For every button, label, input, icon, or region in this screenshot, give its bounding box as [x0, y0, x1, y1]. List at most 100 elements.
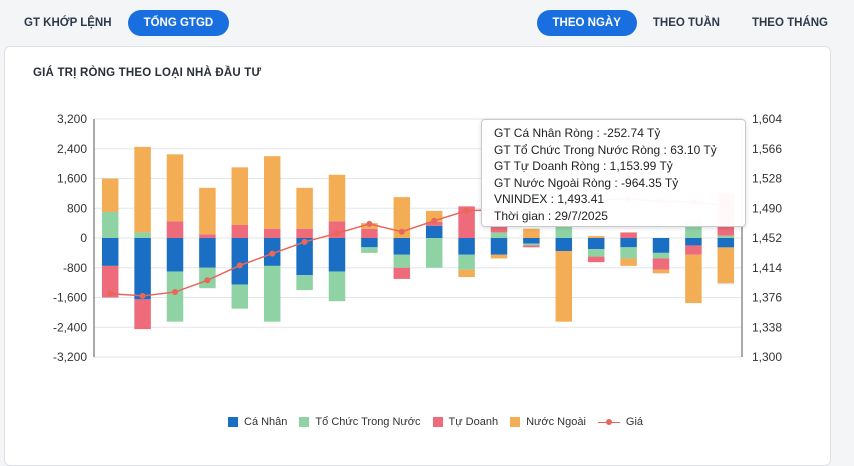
bar-to_chuc: [458, 254, 475, 270]
y-tick-label: 3,200: [57, 112, 87, 126]
bar-to_chuc: [652, 252, 670, 259]
bar-ca_nhan: [652, 238, 670, 253]
card-title: GIÁ TRỊ RÒNG THEO LOẠI NHÀ ĐẦU TƯ: [33, 67, 262, 79]
bar-to_chuc: [134, 232, 151, 238]
y2-tick-label: 1,300: [752, 350, 782, 364]
bar-tu_doanh: [231, 224, 249, 238]
bar-tu_doanh: [587, 256, 605, 263]
bar-ca_nhan: [523, 238, 540, 244]
y2-tick-label: 1,604: [752, 112, 782, 126]
bar-to_chuc: [523, 243, 540, 246]
bar-to_chuc: [587, 249, 605, 257]
legend-swatch-to-chuc: [299, 417, 310, 427]
legend-item-tu-doanh[interactable]: Tự Doanh: [432, 416, 499, 428]
bar-to_chuc: [166, 271, 184, 322]
bar-ca_nhan: [620, 238, 637, 248]
bar-to_chuc: [328, 271, 346, 302]
price-point: [172, 289, 178, 296]
legend-swatch-nuoc-ngoai: [510, 417, 521, 427]
tab-right-1[interactable]: THEO TUẦN: [652, 17, 720, 29]
bar-nuoc_ngoai: [134, 146, 151, 233]
price-point: [107, 290, 114, 297]
price-point: [139, 292, 146, 299]
bar-ca_nhan: [555, 238, 573, 252]
bar-to_chuc: [296, 275, 313, 291]
bar-ca_nhan: [393, 238, 411, 255]
bar-tu_doanh: [393, 267, 411, 279]
bar-ca_nhan: [328, 238, 346, 272]
bar-ca_nhan: [101, 238, 119, 266]
bar-tu_doanh: [685, 245, 702, 255]
bar-to_chuc: [717, 235, 735, 238]
tab-left-0[interactable]: GT KHỚP LỆNH: [24, 17, 112, 29]
y2-tick-label: 1,452: [752, 231, 782, 245]
y-tick-label: 800: [67, 201, 87, 215]
bar-nuoc_ngoai: [652, 269, 670, 274]
legend-item-gia[interactable]: Giá: [597, 416, 643, 428]
bar-to_chuc: [361, 247, 378, 253]
tab-right-0[interactable]: THEO NGÀY: [536, 10, 637, 36]
price-point: [366, 220, 373, 227]
y-tick-label: -1,600: [53, 291, 87, 305]
bar-nuoc_ngoai: [587, 236, 605, 238]
bar-tu_doanh: [296, 228, 313, 238]
y-tick-label: 2,400: [57, 142, 87, 156]
bar-nuoc_ngoai: [199, 187, 216, 235]
bar-ca_nhan: [134, 238, 151, 300]
bar-nuoc_ngoai: [296, 187, 313, 229]
bar-nuoc_ngoai: [231, 167, 249, 225]
bar-nuoc_ngoai: [101, 178, 119, 212]
y2-tick-label: 1,376: [752, 291, 782, 305]
price-point: [236, 262, 243, 269]
legend: Cá Nhân Tổ Chức Trong Nước Tự Doanh Nước…: [228, 415, 655, 429]
legend-label-tu-doanh: Tự Doanh: [448, 416, 499, 428]
y-tick-label: -3,200: [53, 350, 87, 364]
tooltip-line-time: Thời gian : 29/7/2025: [494, 208, 608, 223]
bar-nuoc_ngoai: [328, 174, 346, 222]
bar-tu_doanh: [361, 228, 378, 238]
bar-ca_nhan: [490, 238, 508, 255]
legend-swatch-ca-nhan: [228, 417, 238, 427]
bar-nuoc_ngoai: [523, 228, 540, 238]
bar-ca_nhan: [361, 238, 378, 248]
bar-ca_nhan: [717, 238, 735, 248]
bar-to_chuc: [263, 265, 281, 322]
y-tick-label: -2,400: [53, 320, 87, 334]
bar-tu_doanh: [620, 232, 637, 238]
bar-to_chuc: [490, 232, 508, 238]
bar-to_chuc: [393, 254, 411, 268]
net-value-chart: 3,200 1,604 2,400 1,566 1,600 1,528 800 1,490 0 1…: [53, 112, 782, 364]
chart-tooltip: GT Cá Nhân Ròng : -252.74 Tỷ GT Tổ Chức …: [481, 119, 746, 227]
bar-nuoc_ngoai: [490, 254, 508, 259]
legend-item-ca-nhan[interactable]: Cá Nhân: [228, 416, 287, 428]
bar-to_chuc: [231, 284, 249, 309]
bar-to_chuc: [425, 238, 443, 268]
tooltip-line-tu-doanh: GT Tự Doanh Ròng : 1,153.99 Tỷ: [494, 159, 673, 173]
bar-nuoc_ngoai: [425, 210, 443, 223]
price-point: [334, 230, 340, 237]
bar-tu_doanh: [166, 221, 184, 238]
bar-ca_nhan: [458, 238, 475, 255]
bar-nuoc_ngoai: [263, 156, 281, 229]
y2-tick-label: 1,490: [752, 201, 782, 215]
bar-tu_doanh: [199, 234, 216, 238]
bar-tu_doanh: [425, 222, 443, 226]
legend-item-nuoc-ngoai[interactable]: Nước Ngoài: [510, 416, 586, 428]
legend-item-to-chuc[interactable]: Tổ Chức Trong Nước: [299, 416, 421, 428]
tab-right-2[interactable]: THEO THÁNG: [751, 17, 828, 29]
price-point: [301, 238, 308, 245]
y-tick-label: 0: [80, 231, 87, 245]
legend-label-nuoc-ngoai: Nước Ngoài: [526, 416, 586, 428]
bar-tu_doanh: [458, 206, 475, 238]
bar-tu_doanh: [263, 228, 281, 238]
bar-ca_nhan: [587, 238, 605, 250]
bar-ca_nhan: [685, 238, 702, 246]
tab-left-1[interactable]: TỔNG GTGD: [127, 10, 230, 36]
bar-nuoc_ngoai: [166, 154, 184, 222]
y2-tick-label: 1,338: [752, 320, 782, 334]
price-point: [204, 277, 211, 284]
price-point: [398, 228, 405, 235]
price-point: [463, 207, 470, 214]
bar-ca_nhan: [166, 238, 184, 272]
y2-tick-label: 1,566: [752, 142, 782, 156]
